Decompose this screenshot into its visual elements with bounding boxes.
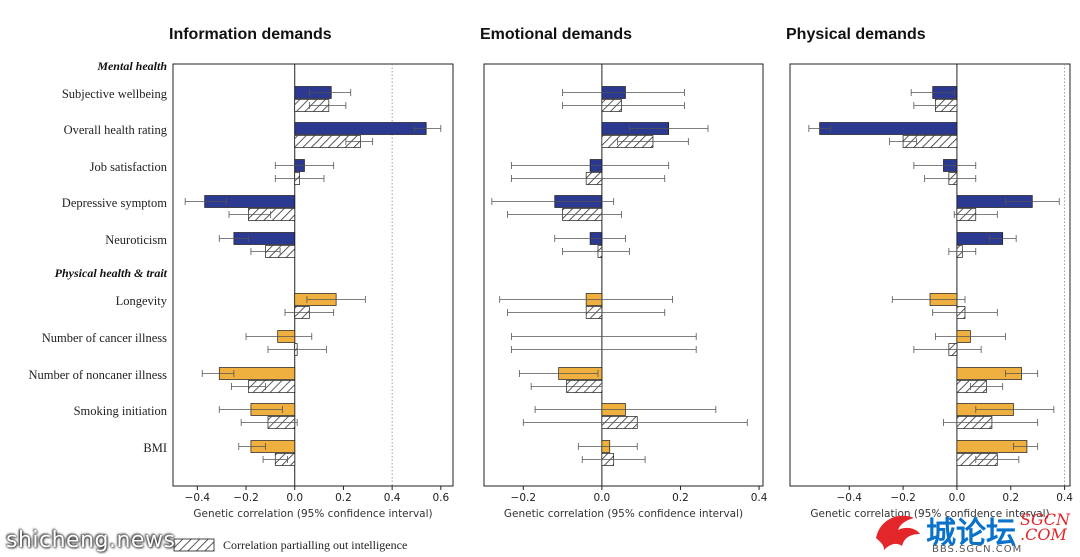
group-label: Mental health xyxy=(96,59,167,73)
watermark-sgcn-text: SGCN .COM xyxy=(1020,510,1070,544)
category-label: Longevity xyxy=(116,294,168,308)
watermark-sgcn-logo: 城论坛 SGCN .COM BBS.SGCN.COM xyxy=(870,506,1076,556)
x-tick-label: 0.0 xyxy=(949,492,966,504)
x-tick-label: −0.2 xyxy=(511,492,537,504)
category-label: Neuroticism xyxy=(105,233,167,247)
watermark-domain: BBS.SGCN.COM xyxy=(932,544,1023,555)
x-tick-label: 0.2 xyxy=(1002,492,1019,504)
panel-frame xyxy=(172,63,454,487)
x-tick-label: 0.0 xyxy=(594,492,611,504)
x-tick-label: 0.6 xyxy=(432,492,449,504)
watermark-sgcn-word: SGCN xyxy=(1020,510,1070,529)
category-label: Number of cancer illness xyxy=(42,331,167,345)
panel-1: Information demands −0.4 −0.2 0.0 0.2 0.4 0.6G… xyxy=(169,26,454,520)
category-label: Overall health rating xyxy=(64,123,168,137)
x-tick-label: 0.0 xyxy=(286,492,303,504)
legend-hatch-label: Correlation partialling out intelligence xyxy=(223,538,407,552)
category-label: Depressive symptom xyxy=(62,196,167,210)
x-tick-label: −0.2 xyxy=(233,492,259,504)
group-label: Physical health & trait xyxy=(55,266,168,280)
x-tick-label: 0.4 xyxy=(384,492,401,504)
category-label: Job satisfaction xyxy=(90,160,168,174)
lion-logo-icon xyxy=(876,515,920,550)
x-tick-label: 0.2 xyxy=(335,492,352,504)
category-label: Number of noncaner illness xyxy=(28,368,167,382)
panel-title: Emotional demands xyxy=(480,26,632,43)
solid-bar xyxy=(819,122,958,135)
x-tick-label: −0.4 xyxy=(836,492,862,504)
x-tick-label: 0.2 xyxy=(672,492,689,504)
panel-frame xyxy=(789,63,1071,487)
x-tick-label: −0.2 xyxy=(890,492,916,504)
watermark-com-word: .COM xyxy=(1020,525,1067,544)
x-tick-label: 0.4 xyxy=(1056,492,1073,504)
x-axis-label: Genetic correlation (95% confidence inte… xyxy=(193,508,432,520)
watermark-cn-text: 城论坛 xyxy=(926,516,1016,551)
x-tick-label: 0.4 xyxy=(751,492,768,504)
watermark-shicheng: shicheng.news xyxy=(6,528,176,553)
x-tick-label: −0.4 xyxy=(185,492,211,504)
panel-title: Information demands xyxy=(169,26,332,43)
category-label: Smoking initiation xyxy=(74,404,168,418)
legend-hatch-swatch xyxy=(173,538,215,552)
x-axis-label: Genetic correlation (95% confidence inte… xyxy=(504,508,743,520)
panel-frame xyxy=(483,63,764,487)
panel-2: Emotional demands −0.2 0.0 0.2 0.4 Genetic co… xyxy=(480,26,768,520)
category-label: Subjective wellbeing xyxy=(62,87,168,101)
solid-bar xyxy=(294,122,427,135)
panel-title: Physical demands xyxy=(786,26,926,43)
category-label: BMI xyxy=(143,441,167,455)
panel-3: Physical demands −0.4 −0.2 0.0 0.2 0.4 Genetic… xyxy=(786,26,1073,520)
x-axis-label: Genetic correlation (95% confidence inte… xyxy=(810,508,1049,520)
